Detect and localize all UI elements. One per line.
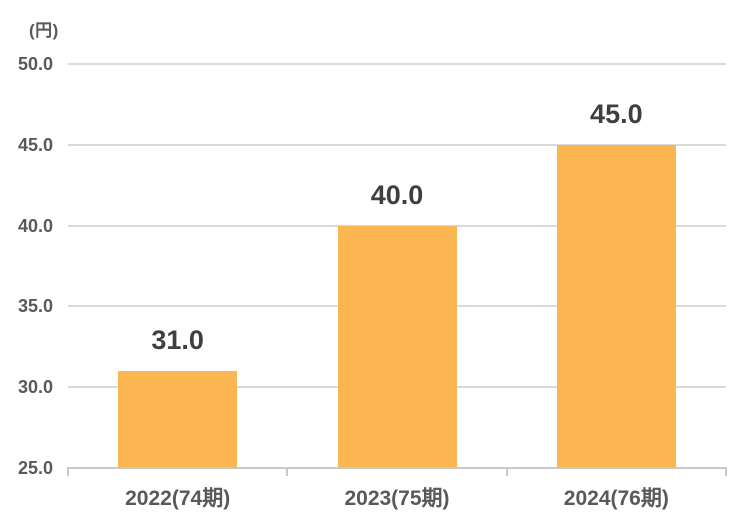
bar-value-label: 31.0 — [151, 325, 204, 356]
x-axis-category-label: 2023(75期) — [344, 487, 450, 510]
y-axis-tick-label: 25.0 — [17, 458, 53, 478]
x-axis-tick — [67, 467, 69, 476]
y-axis-tick-label: 40.0 — [17, 215, 53, 236]
bar-value-label: 40.0 — [370, 179, 424, 210]
gridline — [68, 63, 726, 65]
y-axis-tick-label: 50.0 — [17, 54, 53, 74]
bar-value-label: 45.0 — [590, 98, 643, 129]
y-axis-tick-label: 35.0 — [17, 296, 53, 317]
y-axis-tick-label: 45.0 — [17, 134, 53, 155]
bar — [337, 225, 457, 468]
bar — [118, 371, 238, 468]
x-axis-tick — [286, 467, 289, 476]
gridline — [68, 143, 726, 146]
y-axis-unit-label: (円) — [29, 21, 59, 40]
x-axis-category-label: 2024(76期) — [563, 487, 669, 510]
x-axis-line — [68, 467, 727, 469]
bar — [556, 144, 676, 468]
x-axis-category-label: 2022(74期) — [125, 487, 231, 510]
x-axis-tick — [505, 467, 508, 476]
y-axis-tick-label: 30.0 — [17, 377, 53, 398]
x-axis-tick — [725, 467, 727, 476]
